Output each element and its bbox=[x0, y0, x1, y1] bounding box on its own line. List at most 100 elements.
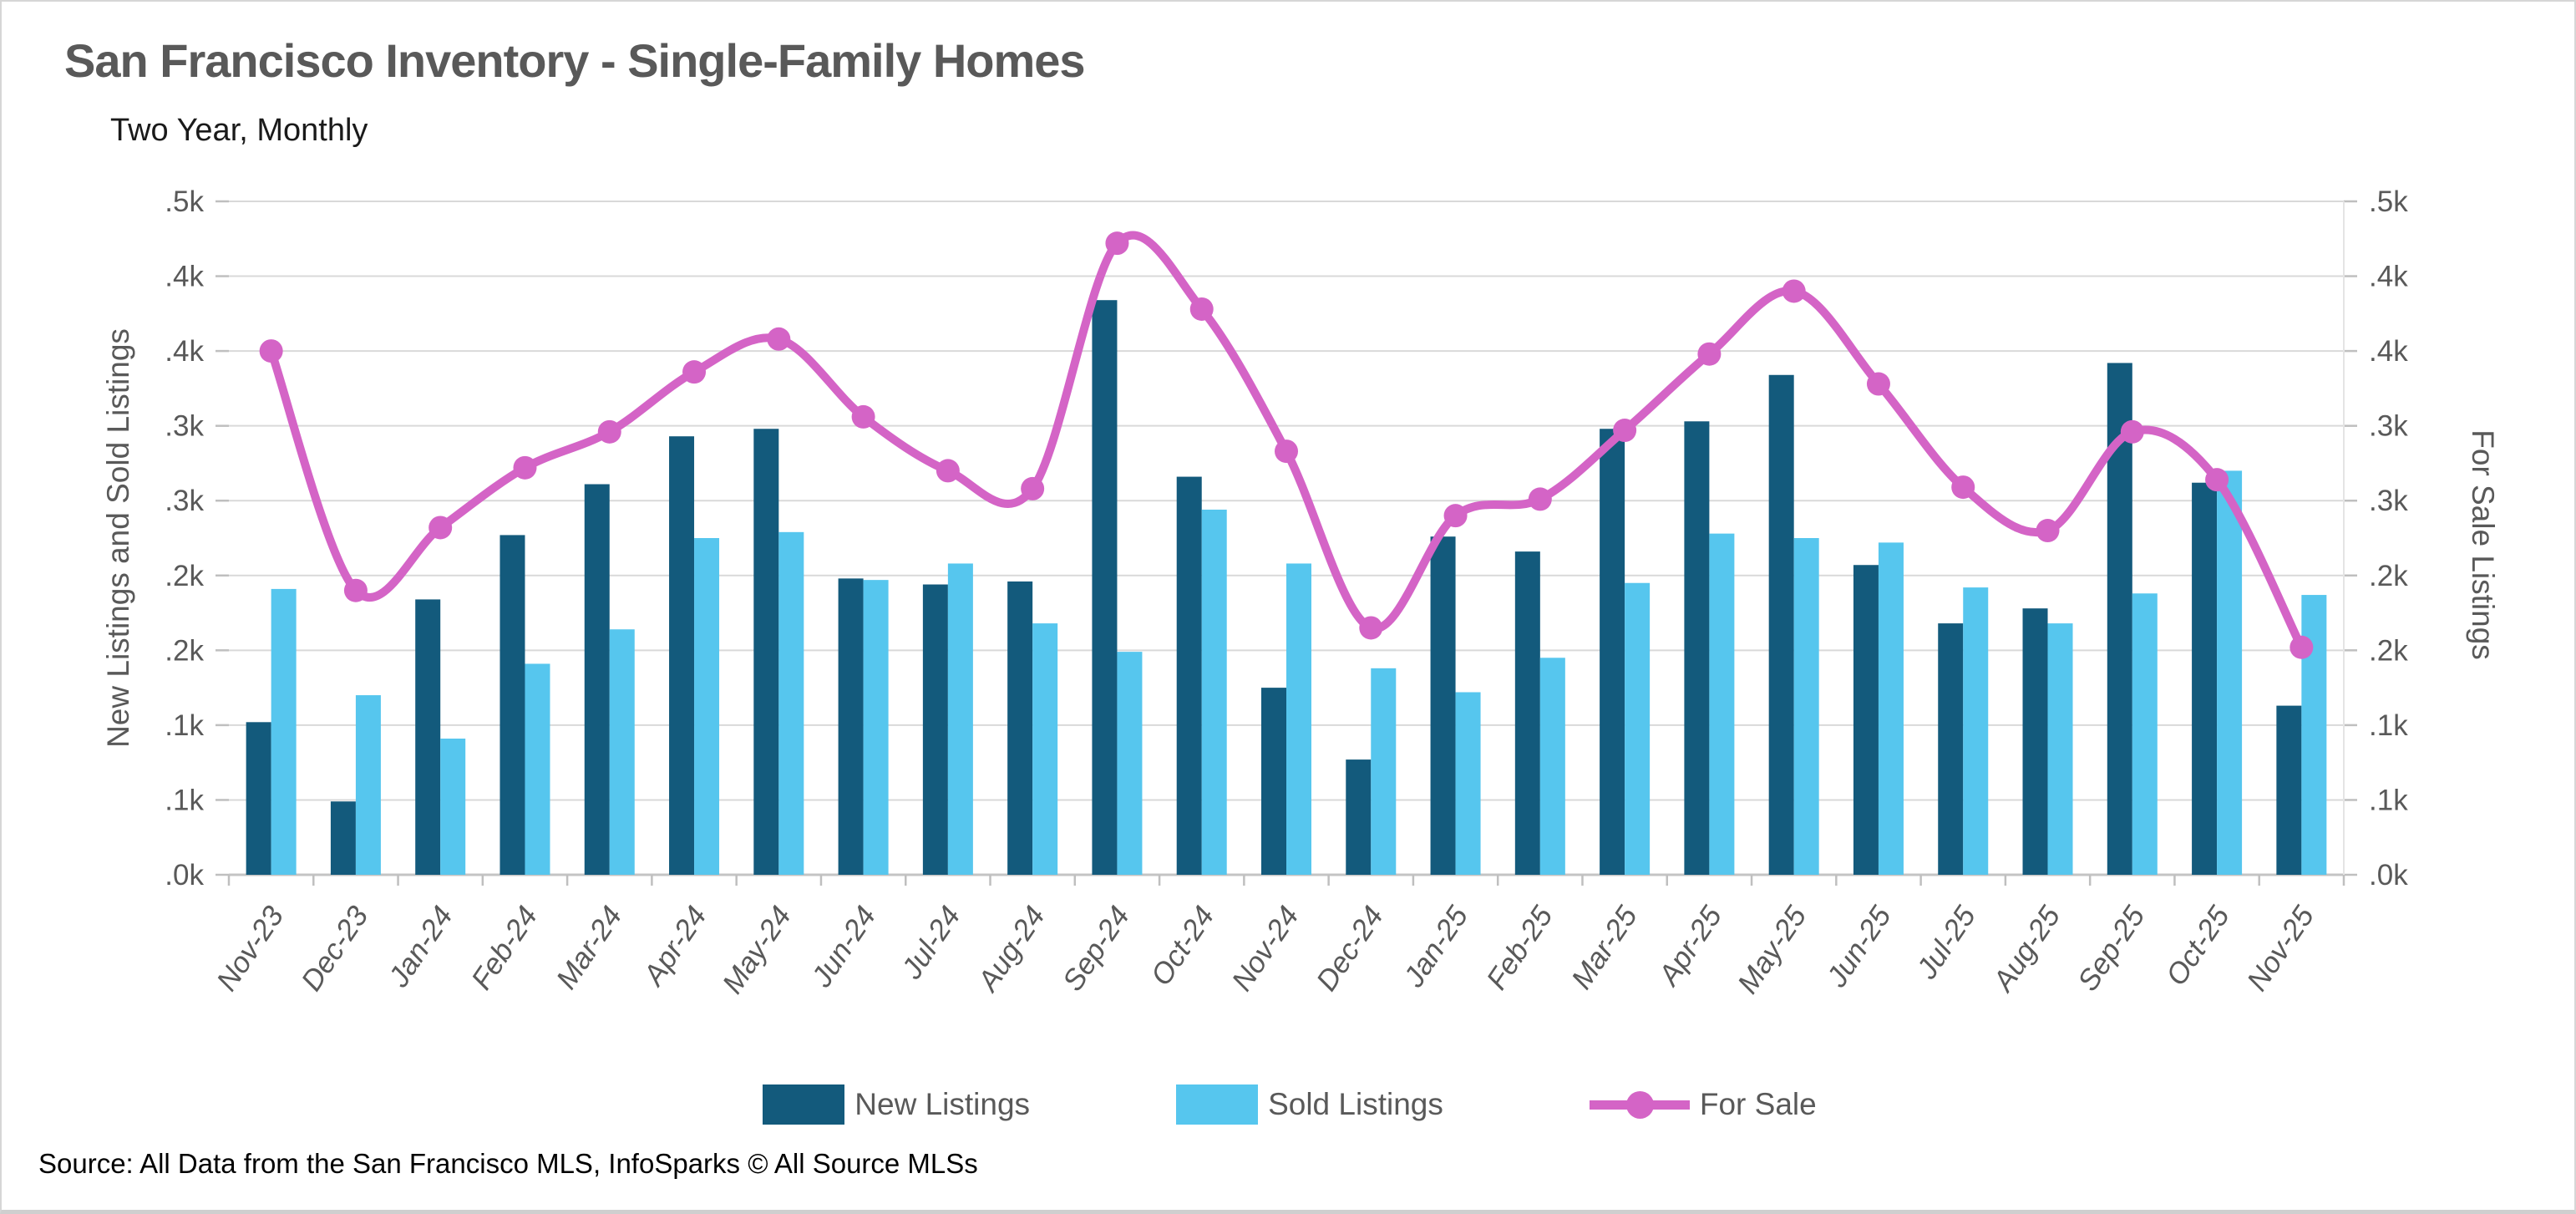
chart-legend: New Listings Sold Listings For Sale bbox=[2, 1084, 2574, 1125]
bar-sold-listings bbox=[440, 739, 466, 875]
bar-sold-listings bbox=[2217, 470, 2243, 875]
bar-new-listings bbox=[2022, 608, 2048, 875]
for-sale-marker bbox=[767, 327, 791, 351]
y-axis-label-left: .3k bbox=[165, 410, 204, 443]
bar-sold-listings bbox=[947, 563, 973, 875]
for-sale-marker bbox=[2120, 419, 2144, 444]
bar-new-listings bbox=[1600, 429, 1625, 875]
y-axis-label-left: .0k bbox=[165, 859, 204, 891]
for-sale-marker bbox=[2289, 635, 2314, 659]
bar-new-listings bbox=[415, 599, 441, 875]
x-axis-label: Dec-23 bbox=[295, 900, 375, 997]
for-sale-marker bbox=[1951, 475, 1975, 500]
x-axis-label: Feb-24 bbox=[465, 901, 544, 996]
bar-sold-listings bbox=[2047, 623, 2073, 875]
x-axis-label: Aug-24 bbox=[971, 901, 1052, 998]
y-axis-label-right: .4k bbox=[2369, 261, 2408, 293]
legend-label-for-sale: For Sale bbox=[1699, 1087, 1817, 1121]
y-axis-label-left: .3k bbox=[165, 485, 204, 517]
for-sale-marker bbox=[1866, 372, 1890, 396]
for-sale-marker bbox=[1782, 279, 1806, 303]
for-sale-marker bbox=[259, 339, 283, 363]
x-axis-label: Nov-24 bbox=[1225, 901, 1305, 997]
for-sale-marker bbox=[597, 419, 621, 444]
x-axis-label: Feb-25 bbox=[1480, 900, 1559, 995]
source-attribution: Source: All Data from the San Francisco … bbox=[38, 1148, 978, 1179]
x-axis-label: Aug-25 bbox=[1986, 900, 2067, 998]
x-axis-label: May-24 bbox=[716, 901, 798, 1000]
legend-item-for-sale: For Sale bbox=[1589, 1084, 1817, 1125]
bar-sold-listings bbox=[1371, 668, 1397, 875]
bar-sold-listings bbox=[1117, 652, 1143, 875]
for-sale-marker bbox=[1275, 439, 1298, 464]
bar-sold-listings bbox=[778, 531, 804, 875]
y-axis-label-left: .5k bbox=[165, 185, 204, 218]
bar-new-listings bbox=[753, 429, 779, 875]
for-sale-marker bbox=[2036, 519, 2060, 543]
bar-sold-listings bbox=[1878, 542, 1904, 875]
sold-listings-swatch-icon bbox=[1176, 1084, 1259, 1125]
bar-new-listings bbox=[1007, 581, 1033, 875]
x-axis-label: Jul-24 bbox=[895, 901, 966, 986]
bar-sold-listings bbox=[1286, 563, 1311, 875]
for-sale-marker bbox=[682, 360, 707, 384]
bar-sold-listings bbox=[1201, 509, 1227, 875]
x-axis-label: Nov-23 bbox=[210, 900, 291, 997]
for-sale-line-swatch-icon bbox=[1589, 1084, 1690, 1125]
bar-new-listings bbox=[1938, 623, 1964, 875]
y-axis-label-right: .5k bbox=[2369, 185, 2408, 218]
legend-item-new-listings: New Listings bbox=[763, 1084, 1030, 1125]
for-sale-marker bbox=[851, 404, 875, 429]
bar-sold-listings bbox=[271, 588, 297, 875]
right-axis-title: For Sale Listings bbox=[2466, 429, 2500, 660]
bar-new-listings bbox=[1768, 374, 1794, 875]
bar-new-listings bbox=[330, 801, 356, 875]
y-axis-label-right: .3k bbox=[2369, 410, 2408, 443]
y-axis-label-left: .1k bbox=[165, 709, 204, 742]
x-axis-label: Mar-25 bbox=[1565, 900, 1644, 995]
bar-sold-listings bbox=[1032, 623, 1058, 875]
for-sale-marker bbox=[1021, 476, 1045, 500]
page-title: San Francisco Inventory - Single-Family … bbox=[64, 34, 1086, 87]
x-axis-label: Apr-25 bbox=[1651, 900, 1728, 992]
bar-new-listings bbox=[1261, 688, 1286, 875]
bar-new-listings bbox=[2192, 482, 2218, 875]
left-axis-title: New Listings and Sold Listings bbox=[101, 328, 135, 748]
bar-sold-listings bbox=[1963, 587, 1989, 875]
y-axis-label-right: .2k bbox=[2369, 634, 2408, 667]
bar-new-listings bbox=[1430, 536, 1456, 875]
page-subtitle: Two Year, Monthly bbox=[110, 113, 368, 148]
for-sale-marker bbox=[513, 455, 537, 480]
bar-sold-listings bbox=[2132, 593, 2158, 875]
for-sale-marker bbox=[2205, 468, 2229, 492]
bar-new-listings bbox=[838, 578, 864, 875]
bar-new-listings bbox=[584, 484, 610, 875]
bar-sold-listings bbox=[1625, 582, 1651, 875]
legend-item-sold-listings: Sold Listings bbox=[1176, 1084, 1443, 1125]
bar-sold-listings bbox=[863, 580, 889, 875]
x-axis-label: May-25 bbox=[1732, 900, 1813, 999]
legend-label-sold-listings: Sold Listings bbox=[1268, 1087, 1443, 1121]
legend-label-new-listings: New Listings bbox=[854, 1087, 1031, 1121]
bar-sold-listings bbox=[609, 629, 635, 875]
for-sale-marker bbox=[428, 516, 453, 540]
y-axis-label-left: .1k bbox=[165, 784, 204, 816]
y-axis-label-right: .1k bbox=[2369, 784, 2408, 816]
for-sale-marker bbox=[936, 459, 960, 483]
x-axis-label: Sep-24 bbox=[1057, 901, 1136, 997]
bar-sold-listings bbox=[1455, 692, 1481, 875]
x-axis-label: Nov-25 bbox=[2241, 900, 2321, 997]
bar-new-listings bbox=[1176, 476, 1202, 875]
bar-new-listings bbox=[669, 436, 695, 875]
for-sale-marker bbox=[1105, 231, 1129, 256]
y-axis-label-left: .4k bbox=[165, 335, 204, 368]
for-sale-marker bbox=[1359, 616, 1383, 640]
y-axis-label-right: .2k bbox=[2369, 560, 2408, 592]
bar-sold-listings bbox=[355, 695, 381, 875]
bar-new-listings bbox=[499, 535, 525, 875]
bar-new-listings bbox=[246, 722, 271, 875]
for-sale-marker bbox=[1189, 297, 1214, 321]
bar-new-listings bbox=[922, 584, 948, 875]
